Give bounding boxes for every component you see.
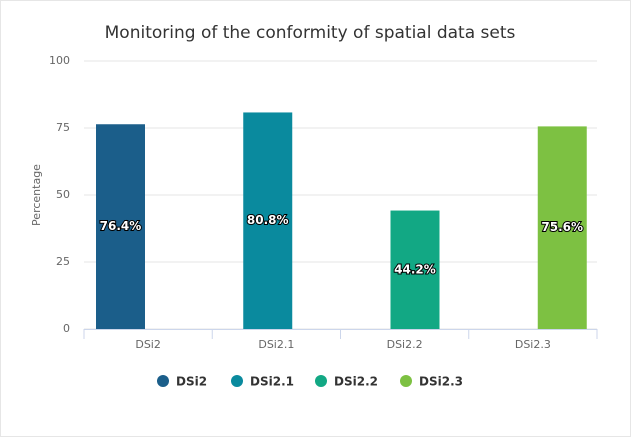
legend-label: DSi2 xyxy=(176,375,207,389)
data-label: 80.8% xyxy=(247,213,289,227)
x-tick-label: DSi2.3 xyxy=(515,338,551,351)
legend-marker xyxy=(231,375,243,387)
x-tick-label: DSi2.1 xyxy=(258,338,294,351)
y-tick-label: 100 xyxy=(49,54,70,67)
y-tick-label: 50 xyxy=(56,188,70,201)
y-axis-label: Percentage xyxy=(30,164,43,226)
data-label: 44.2% xyxy=(394,262,436,276)
legend-label: DSi2.2 xyxy=(334,375,378,389)
y-tick-label: 75 xyxy=(56,121,70,134)
legend-marker xyxy=(157,375,169,387)
data-label: 75.6% xyxy=(541,220,583,234)
legend-marker xyxy=(400,375,412,387)
legend-label: DSi2.3 xyxy=(419,375,463,389)
y-tick-label: 0 xyxy=(63,322,70,335)
bar xyxy=(243,112,293,330)
chart-title: Monitoring of the conformity of spatial … xyxy=(105,23,516,43)
legend-label: DSi2.1 xyxy=(250,375,294,389)
y-tick-label: 25 xyxy=(56,255,70,268)
legend-marker xyxy=(315,375,327,387)
bar xyxy=(390,210,440,329)
x-tick-label: DSi2.2 xyxy=(387,338,423,351)
bar xyxy=(537,126,587,329)
x-tick-label: DSi2 xyxy=(135,338,161,351)
data-label: 76.4% xyxy=(100,219,142,233)
bar xyxy=(96,124,145,329)
